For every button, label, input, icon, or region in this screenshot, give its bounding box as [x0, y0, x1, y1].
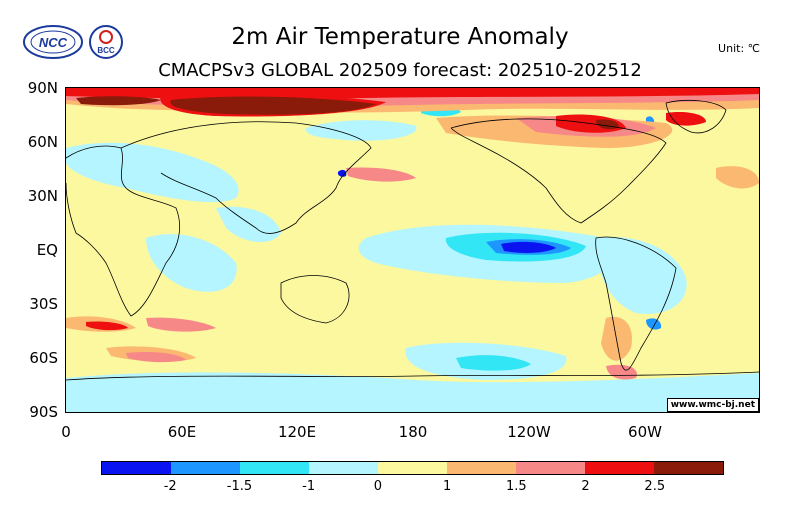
colorbar-tick-label: 2.5: [644, 479, 666, 494]
lat-label-90s: 90S: [29, 403, 58, 421]
lon-label-120w: 120W: [507, 423, 551, 441]
cool-anomaly-regions: [66, 120, 759, 412]
colorbar-tick-label: -2: [163, 479, 177, 494]
colorbar-tick-label: 1.5: [505, 479, 527, 494]
colorbar-swatch: [654, 462, 723, 474]
svg-text:BCC: BCC: [97, 46, 115, 55]
cool-anomaly-deep: [337, 169, 556, 253]
lon-label-60e: 60E: [167, 423, 197, 441]
colorbar-swatch: [585, 462, 654, 474]
chart-title: 2m Air Temperature Anomaly: [231, 24, 569, 50]
colorbar-tick-label: 2: [581, 479, 590, 494]
warm-anomaly-darkred: [76, 96, 619, 130]
colorbar: [101, 461, 724, 475]
colorbar-tick-label: 1: [442, 479, 452, 494]
lon-label-0: 0: [61, 423, 71, 441]
lon-label-60w: 60W: [628, 423, 662, 441]
coastlines: [66, 99, 759, 381]
colorbar-tick-label: -1.5: [226, 479, 253, 494]
lat-label-30n: 30N: [27, 187, 58, 205]
lat-label-60s: 60S: [29, 349, 58, 367]
lat-label-60n: 60N: [27, 133, 58, 151]
lon-label-180: 180: [398, 423, 428, 441]
ncc-logo: NCC: [23, 25, 83, 59]
colorbar-swatch: [309, 462, 378, 474]
anomaly-field: [66, 88, 759, 412]
lat-label-90n: 90N: [27, 79, 58, 97]
colorbar-swatch: [102, 462, 171, 474]
lat-label-30s: 30S: [29, 295, 58, 313]
bcc-logo: BCC: [89, 25, 123, 59]
source-credit: www.wmc-bj.net: [666, 398, 759, 412]
colorbar-swatch: [240, 462, 309, 474]
unit-label: Unit: ℃: [718, 42, 760, 55]
chart-subtitle: CMACPSv3 GLOBAL 202509 forecast: 202510-…: [158, 60, 642, 81]
colorbar-swatch: [447, 462, 516, 474]
colorbar-tick-label: 0: [373, 479, 383, 494]
svg-text:NCC: NCC: [39, 35, 68, 50]
lat-label-eq: EQ: [36, 241, 58, 259]
anomaly-map: www.wmc-bj.net: [65, 87, 760, 413]
colorbar-tick-label: -1: [302, 479, 316, 494]
colorbar-swatch: [171, 462, 240, 474]
lon-label-120e: 120E: [277, 423, 317, 441]
colorbar-swatch: [378, 462, 447, 474]
colorbar-swatch: [516, 462, 585, 474]
